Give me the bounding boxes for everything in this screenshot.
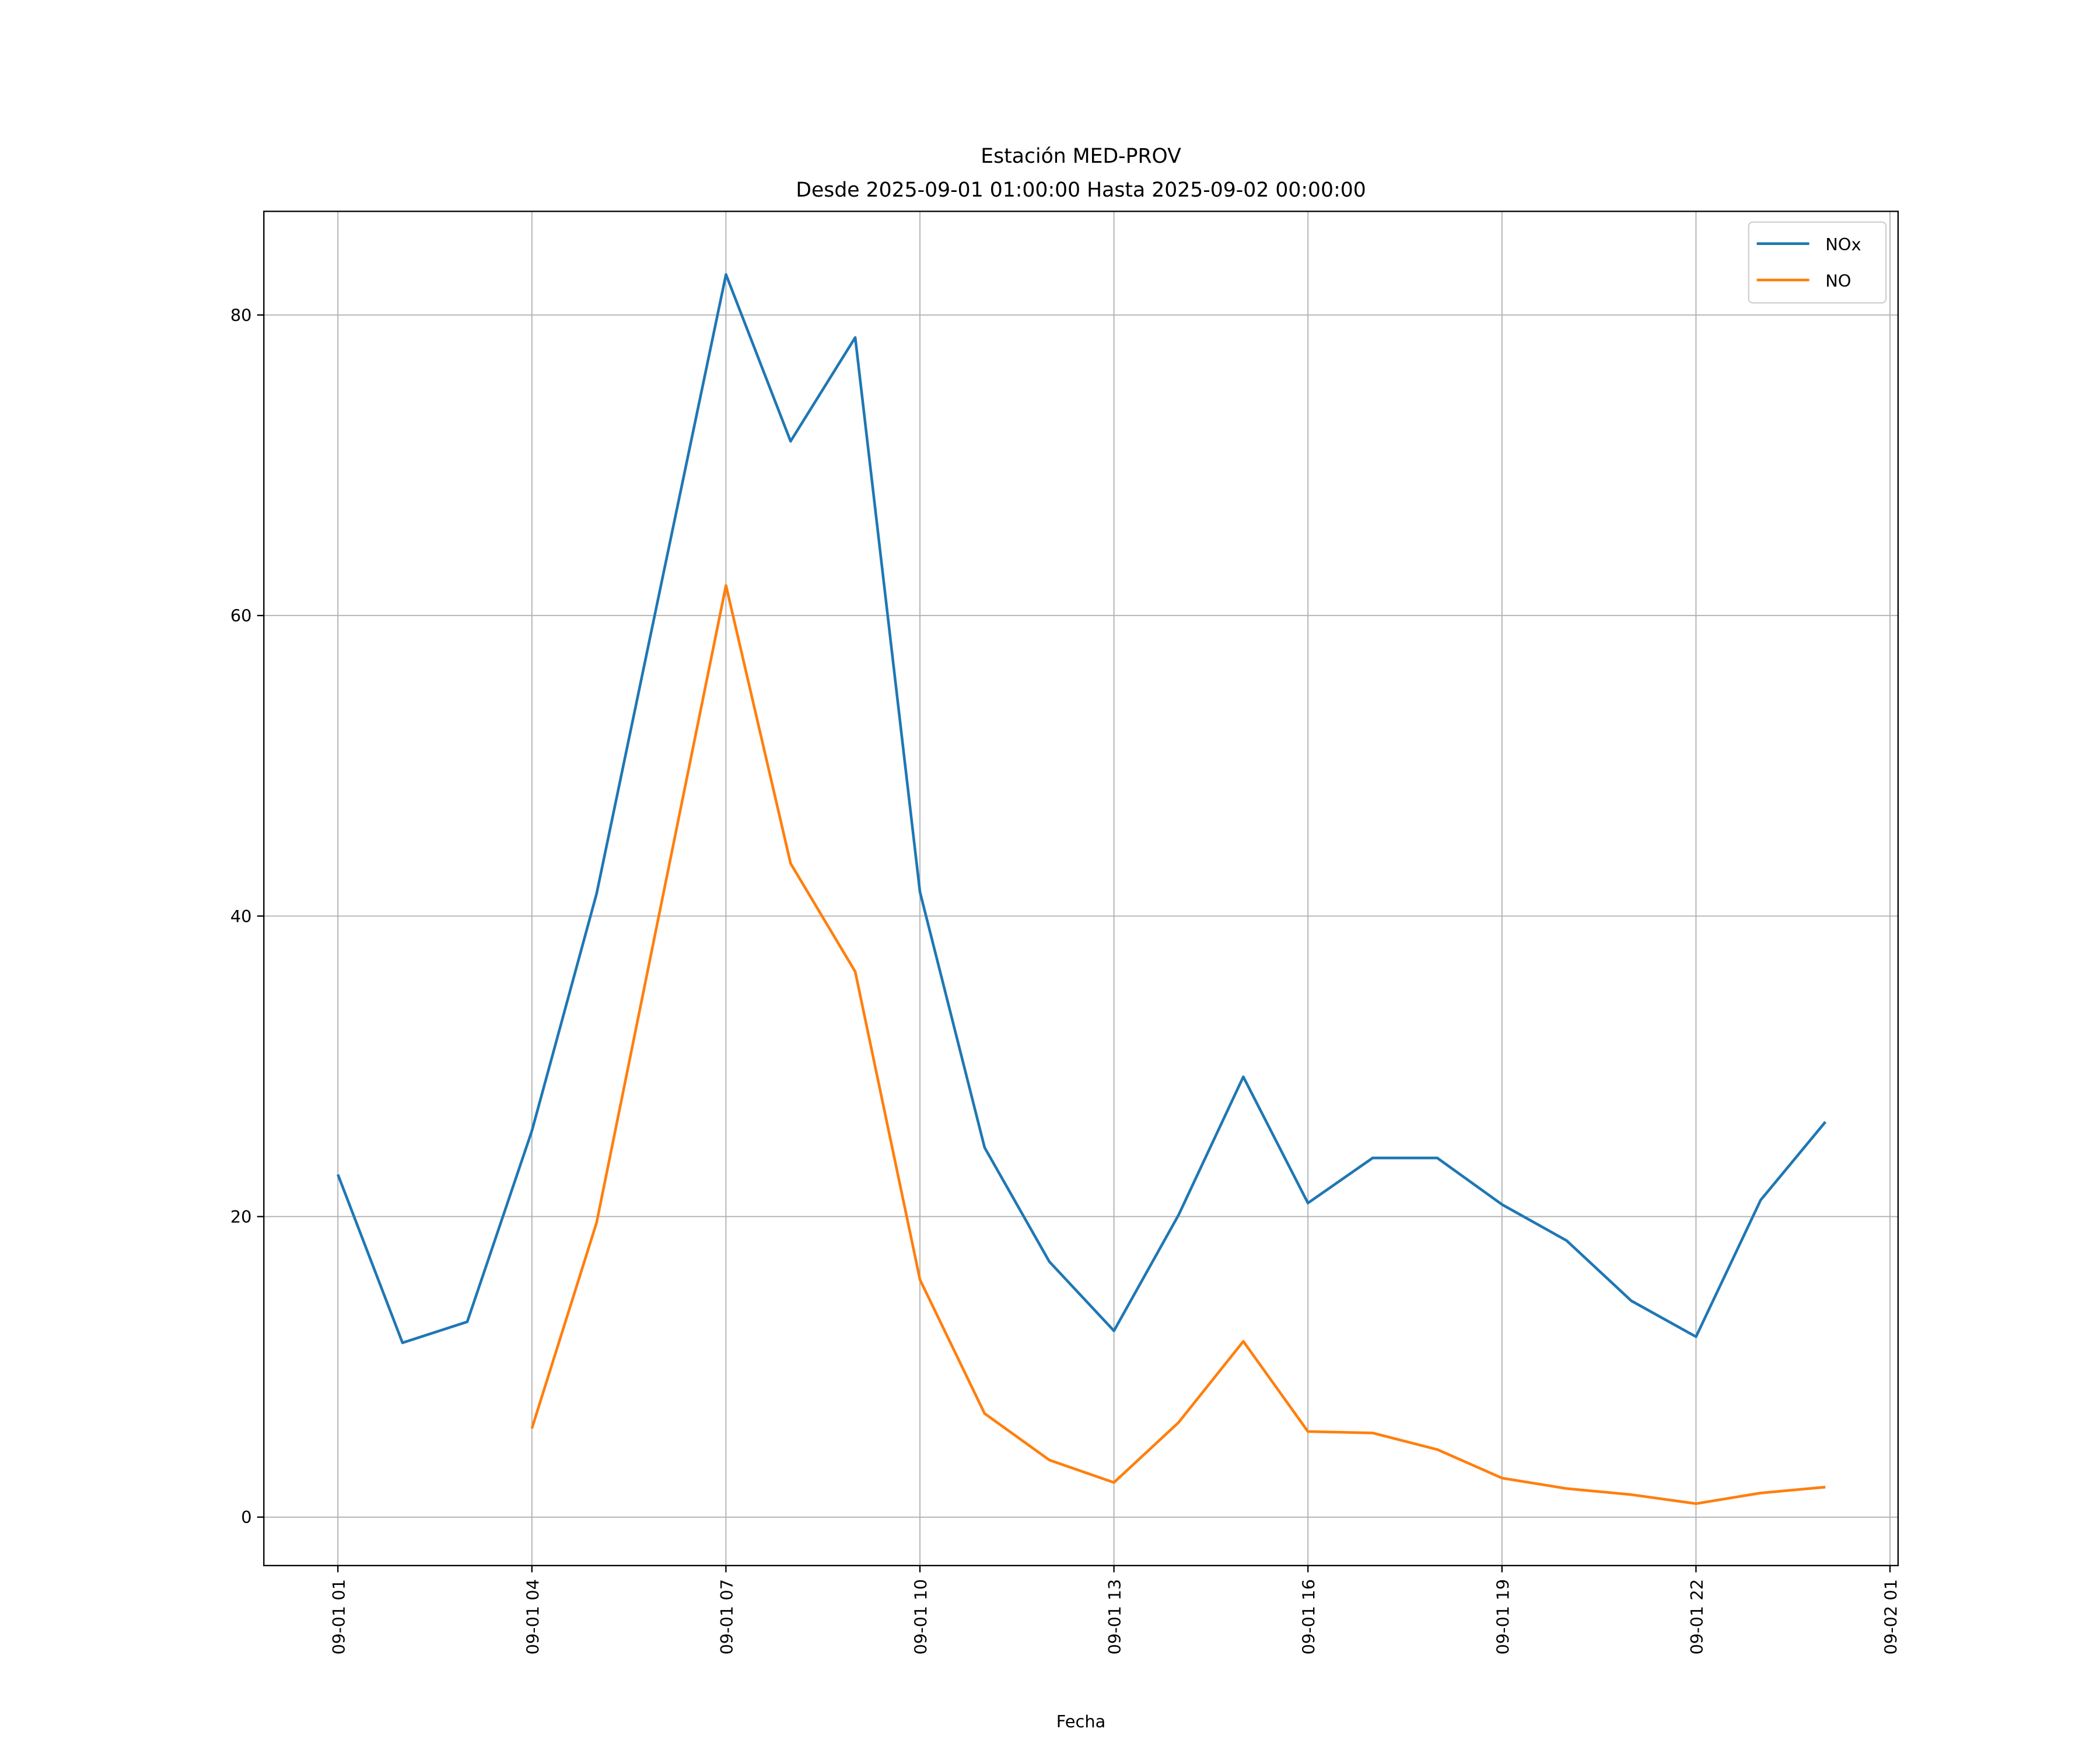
chart-subtitle: Desde 2025-09-01 01:00:00 Hasta 2025-09-… (796, 178, 1366, 202)
y-tick-label: 40 (230, 907, 252, 926)
x-tick-label: 09-01 04 (523, 1579, 542, 1655)
y-axis-ticks: 0 20 40 60 80 (230, 305, 264, 1527)
series-line-nox (337, 273, 1827, 1345)
x-axis-ticks: 09-01 01 09-01 04 09-01 07 09-01 10 09-01 13… (329, 1565, 1901, 1655)
y-tick-label: 80 (230, 305, 252, 325)
legend: NOx NO (1748, 221, 1887, 304)
x-tick-label: 09-01 10 (911, 1579, 931, 1655)
x-tick-label: 09-01 19 (1493, 1579, 1513, 1655)
x-tick-label: 09-01 01 (329, 1579, 349, 1655)
x-tick-label: 09-01 07 (717, 1579, 737, 1655)
x-tick-label: 09-01 22 (1687, 1579, 1707, 1655)
legend-label-nox: NOx (1825, 235, 1861, 254)
legend-label-no: NO (1825, 271, 1851, 291)
y-tick-label: 20 (230, 1207, 252, 1227)
chart-title: Estación MED-PROV (981, 145, 1181, 168)
y-tick-label: 60 (230, 606, 252, 626)
grid (264, 211, 1898, 1566)
series-line-no (530, 584, 1826, 1505)
series-lines (337, 273, 1827, 1505)
x-tick-label: 09-01 16 (1299, 1579, 1319, 1655)
x-tick-label: 09-02 01 (1881, 1579, 1901, 1655)
y-tick-label: 0 (241, 1507, 251, 1527)
x-axis-label: Fecha (1056, 1712, 1106, 1731)
plot-frame (263, 211, 1899, 1566)
x-tick-label: 09-01 13 (1105, 1579, 1125, 1655)
legend-box (1748, 221, 1887, 304)
